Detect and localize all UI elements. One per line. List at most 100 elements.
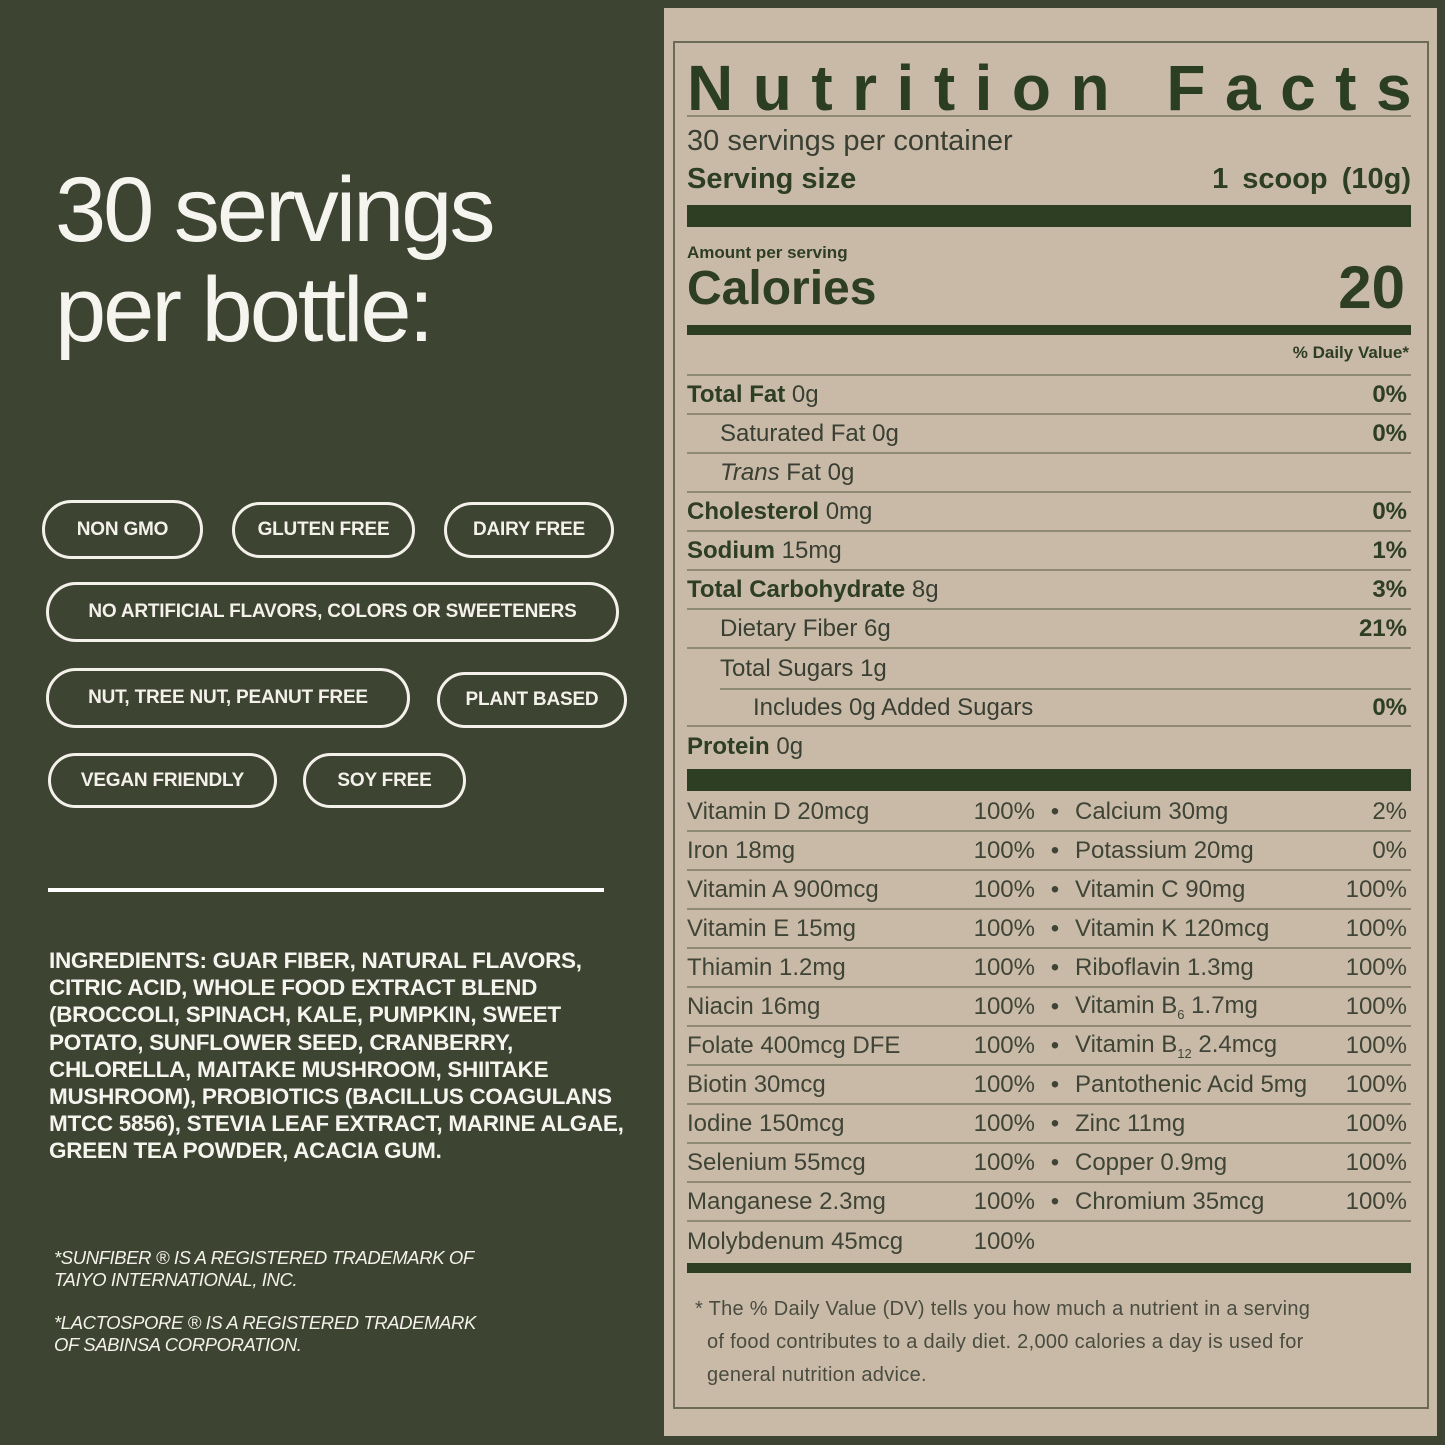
vitamin-name: Molybdenum 45mcg bbox=[687, 1227, 904, 1255]
nutrient-row-saturated-fat: Saturated Fat 0g 0% bbox=[687, 415, 1411, 454]
nutrient-dv: 0% bbox=[1372, 693, 1407, 721]
left-panel: 30 servings per bottle: NON GMO GLUTEN F… bbox=[0, 0, 664, 1445]
daily-value-header: % Daily Value* bbox=[1292, 343, 1409, 362]
badge-non-gmo: NON GMO bbox=[42, 500, 203, 559]
vitamin-dv: 100% bbox=[973, 836, 1035, 864]
vitamin-name: Niacin 16mg bbox=[687, 992, 821, 1020]
vitamin-dv: 2% bbox=[1372, 797, 1407, 825]
vitamin-amount: 2.4mcg bbox=[1191, 1030, 1278, 1058]
nutrient-row-total-sugars: Total Sugars 1g bbox=[687, 649, 1411, 688]
trademark-line: TAIYO INTERNATIONAL, INC. bbox=[54, 1269, 298, 1290]
nutrient-name: Sodium bbox=[687, 536, 775, 564]
vitamin-name: Manganese 2.3mg bbox=[687, 1187, 886, 1215]
vitamin-dv: 100% bbox=[1345, 992, 1407, 1020]
nutrient-name: Total Sugars bbox=[720, 654, 854, 682]
trademark-sunfiber: *SUNFIBER ® IS A REGISTERED TRADEMARK OF… bbox=[54, 1247, 574, 1291]
serving-size-row: Serving size 1 scoop (10g) bbox=[687, 163, 1411, 196]
vitamin-name: Iodine 150mcg bbox=[687, 1109, 845, 1137]
vitamin-dv: 100% bbox=[1345, 1031, 1407, 1059]
vitamin-dv: 100% bbox=[1345, 1109, 1407, 1137]
vitamin-dv: 100% bbox=[1345, 1070, 1407, 1098]
vitamin-name: Chromium 35mcg bbox=[1075, 1187, 1265, 1215]
nutrient-name: Saturated Fat bbox=[720, 419, 866, 447]
amount-per-serving: Amount per serving bbox=[687, 243, 848, 262]
nutrition-card: Nutrition Facts 30 servings per containe… bbox=[664, 8, 1437, 1436]
vitamin-dv: 100% bbox=[973, 992, 1035, 1020]
vitamin-row: Vitamin A 900mcg 100% • Vitamin C 90mg 100% bbox=[687, 871, 1411, 910]
nutrient-row-dietary-fiber: Dietary Fiber 6g 21% bbox=[687, 610, 1411, 649]
vitamin-row: Manganese 2.3mg 100% • Chromium 35mcg 100% bbox=[687, 1183, 1411, 1222]
nutrient-amount: 0g bbox=[776, 732, 804, 760]
bullet-icon: • bbox=[1050, 1031, 1060, 1059]
badge-plant-based: PLANT BASED bbox=[437, 672, 627, 728]
nutrient-dv: 3% bbox=[1372, 575, 1407, 603]
nutrient-row-sodium: Sodium 15mg 1% bbox=[687, 532, 1411, 571]
bullet-icon: • bbox=[1050, 992, 1060, 1020]
thick-rule bbox=[687, 769, 1411, 791]
headline: 30 servings per bottle: bbox=[55, 159, 495, 361]
headline-line-2: per bottle: bbox=[55, 259, 434, 361]
vitamin-row: Selenium 55mcg 100% • Copper 0.9mg 100% bbox=[687, 1144, 1411, 1183]
nutrient-name: Trans bbox=[720, 458, 780, 486]
calories-row: Calories 20 bbox=[687, 254, 1411, 322]
vitamin-row: Thiamin 1.2mg 100% • Riboflavin 1.3mg 100% bbox=[687, 949, 1411, 988]
nutrient-amount: 0g bbox=[872, 419, 899, 447]
badge-vegan-friendly: VEGAN FRIENDLY bbox=[48, 753, 277, 808]
vitamin-dv: 100% bbox=[973, 875, 1035, 903]
headline-line-1: 30 servings bbox=[55, 159, 495, 261]
vitamin-dv: 100% bbox=[973, 1148, 1035, 1176]
vitamin-dv: 100% bbox=[1345, 875, 1407, 903]
serving-size-label: Serving size bbox=[687, 163, 857, 195]
footnote-line: general nutrition advice. bbox=[707, 1364, 927, 1386]
bullet-icon: • bbox=[1050, 914, 1060, 942]
label-title: Nutrition Facts bbox=[687, 52, 1432, 124]
footnote-line: * The % Daily Value (DV) tells you how m… bbox=[695, 1298, 1311, 1320]
badge-dairy-free: DAIRY FREE bbox=[444, 502, 614, 558]
daily-value-footnote: * The % Daily Value (DV) tells you how m… bbox=[695, 1293, 1415, 1392]
vitamin-dv: 100% bbox=[973, 1109, 1035, 1137]
nutrient-dv: 0% bbox=[1372, 419, 1407, 447]
trademark-line: *LACTOSPORE ® IS A REGISTERED TRADEMARK bbox=[54, 1312, 476, 1333]
vitamin-name: Vitamin B12 2.4mcg bbox=[1075, 1031, 1331, 1061]
nutrient-dv: 1% bbox=[1372, 536, 1407, 564]
vitamin-amount: 1.7mg bbox=[1184, 991, 1258, 1019]
vitamin-row: Iodine 150mcg 100% • Zinc 11mg 100% bbox=[687, 1105, 1411, 1144]
medium-rule bbox=[687, 1263, 1411, 1273]
subscript: 12 bbox=[1177, 1045, 1192, 1061]
nutrient-row-cholesterol: Cholesterol 0mg 0% bbox=[687, 493, 1411, 532]
vitamin-name: Vitamin C 90mg bbox=[1075, 875, 1246, 903]
calories-label: Calories bbox=[687, 262, 877, 315]
vitamin-dv: 100% bbox=[973, 953, 1035, 981]
nutrition-facts-label: Nutrition Facts 30 servings per containe… bbox=[673, 41, 1429, 1409]
vitamin-name: Pantothenic Acid 5mg bbox=[1075, 1070, 1308, 1098]
vitamin-dv: 100% bbox=[1345, 1187, 1407, 1215]
vitamin-name: Selenium 55mcg bbox=[687, 1148, 866, 1176]
rule bbox=[687, 374, 1411, 376]
nutrient-dv: 0% bbox=[1372, 380, 1407, 408]
vitamin-name: Riboflavin 1.3mg bbox=[1075, 953, 1254, 981]
bullet-icon: • bbox=[1050, 875, 1060, 903]
nutrient-row-total-fat: Total Fat 0g 0% bbox=[687, 376, 1411, 415]
vitamin-dv: 100% bbox=[973, 914, 1035, 942]
footnote-line: of food contributes to a daily diet. 2,0… bbox=[707, 1331, 1304, 1353]
nutrient-dv: 0% bbox=[1372, 497, 1407, 525]
nutrient-row-added-sugars: Includes 0g Added Sugars 0% bbox=[687, 690, 1411, 727]
nutrient-amount: 1g bbox=[860, 654, 887, 682]
vitamin-name: Zinc 11mg bbox=[1075, 1109, 1186, 1137]
vitamin-dv: 100% bbox=[1345, 953, 1407, 981]
nutrient-row-total-carbohydrate: Total Carbohydrate 8g 3% bbox=[687, 571, 1411, 610]
nutrient-row-trans-fat: Trans Fat 0g bbox=[687, 454, 1411, 493]
badge-gluten-free: GLUTEN FREE bbox=[232, 502, 415, 558]
trademark-line: *SUNFIBER ® IS A REGISTERED TRADEMARK OF bbox=[54, 1247, 474, 1268]
calories-value: 20 bbox=[1338, 254, 1405, 321]
bullet-icon: • bbox=[1050, 836, 1060, 864]
vitamin-name: Biotin 30mcg bbox=[687, 1070, 826, 1098]
servings-per-container: 30 servings per container bbox=[687, 125, 1013, 157]
vitamin-row: Niacin 16mg 100% • Vitamin B6 1.7mg 100% bbox=[687, 988, 1411, 1027]
nutrient-amount: 15mg bbox=[781, 536, 842, 564]
vitamin-dv: 0% bbox=[1372, 836, 1407, 864]
vitamin-name: Copper 0.9mg bbox=[1075, 1148, 1228, 1176]
vitamin-name-part: Vitamin B bbox=[1075, 991, 1178, 1019]
badge-no-artificial: NO ARTIFICIAL FLAVORS, COLORS OR SWEETEN… bbox=[46, 582, 619, 642]
subscript: 6 bbox=[1177, 1006, 1185, 1022]
